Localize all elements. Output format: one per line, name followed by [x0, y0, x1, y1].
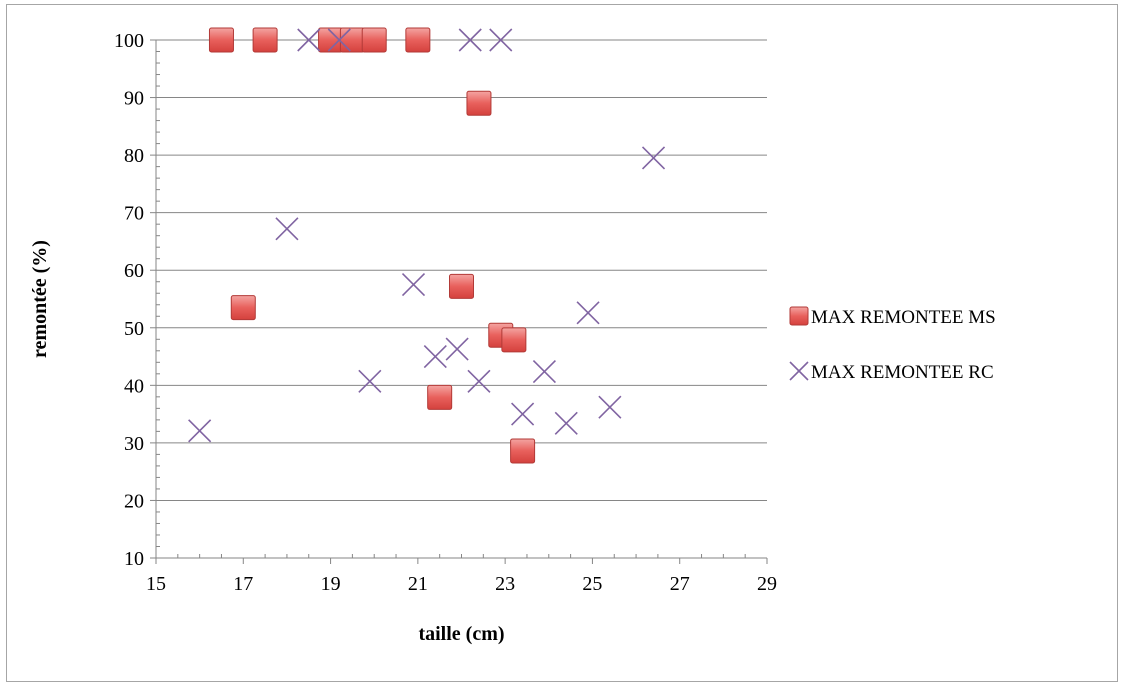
- rc-point: [598, 395, 622, 419]
- y-tick-label: 10: [124, 548, 144, 570]
- x-tick-label: 17: [233, 573, 253, 595]
- y-tick-label: 80: [124, 145, 144, 167]
- x-marker-stroke: [576, 301, 600, 325]
- ms-point: [208, 27, 234, 53]
- rc-point: [275, 217, 299, 241]
- rc-point: [467, 369, 491, 393]
- legend-label: MAX REMONTEE MS: [811, 307, 996, 328]
- ms-point: [405, 27, 431, 53]
- y-tick-label: 70: [124, 203, 144, 225]
- rc-point: [576, 301, 600, 325]
- rc-point: [532, 359, 556, 384]
- x-marker-stroke: [445, 337, 469, 361]
- ms-point: [427, 384, 453, 410]
- ms-point: [339, 27, 365, 53]
- ms-point: [466, 90, 492, 116]
- y-axis-title: remontée (%): [29, 240, 51, 358]
- rc-point: [458, 28, 482, 52]
- series-1: [208, 27, 536, 464]
- x-marker-stroke: [401, 273, 426, 297]
- x-tick-label: 27: [670, 573, 690, 595]
- ms-point: [449, 273, 474, 299]
- rc-point: [641, 146, 666, 170]
- ms-point: [510, 438, 536, 464]
- x-marker-stroke: [598, 395, 622, 419]
- x-marker-stroke: [458, 28, 482, 52]
- x-marker-stroke: [297, 28, 321, 52]
- x-marker-stroke: [327, 28, 351, 52]
- x-tick-label: 15: [146, 573, 166, 595]
- y-tick-label: 100: [114, 30, 144, 52]
- x-marker-stroke: [275, 217, 299, 241]
- ms-point: [252, 27, 278, 53]
- legend: MAX REMONTEE MS MAX REMONTEE RC: [789, 306, 996, 383]
- rc-point: [297, 28, 321, 52]
- rc-point: [489, 28, 513, 52]
- rc-point: [554, 411, 578, 435]
- ms-point: [361, 27, 387, 53]
- rc-point: [401, 273, 426, 297]
- rc-point: [511, 402, 535, 426]
- x-marker-stroke: [423, 344, 447, 369]
- x-marker-stroke: [489, 28, 513, 52]
- ms-point: [501, 327, 527, 353]
- legend-swatch-x: [789, 361, 809, 381]
- x-tick-label: 23: [495, 573, 515, 595]
- x-marker-stroke: [641, 146, 666, 170]
- x-marker-stroke: [554, 411, 578, 435]
- ms-point: [230, 295, 256, 321]
- x-tick-label: 21: [408, 573, 428, 595]
- legend-swatch-square: [789, 306, 809, 326]
- x-marker-stroke: [358, 369, 382, 393]
- x-marker-stroke: [511, 402, 535, 426]
- x-axis-title: taille (cm): [418, 623, 504, 645]
- y-tick-label: 30: [124, 433, 144, 455]
- y-tick-label: 40: [124, 375, 144, 397]
- rc-point: [423, 344, 447, 369]
- x-tick-label: 19: [321, 573, 341, 595]
- rc-point: [445, 337, 469, 361]
- y-tick-label: 20: [124, 490, 144, 512]
- y-tick-label: 50: [124, 318, 144, 340]
- x-marker-stroke: [532, 359, 556, 384]
- x-marker-stroke: [467, 369, 491, 393]
- x-marker-stroke: [188, 419, 212, 443]
- legend-label: MAX REMONTEE RC: [811, 362, 994, 383]
- chart-frame: [6, 4, 1118, 682]
- series-2: [188, 28, 666, 443]
- y-tick-label: 90: [124, 88, 144, 110]
- y-tick-label: 60: [124, 260, 144, 282]
- rc-point: [327, 28, 351, 52]
- rc-point: [358, 369, 382, 393]
- x-tick-label: 29: [757, 573, 777, 595]
- x-tick-label: 25: [582, 573, 602, 595]
- rc-point: [188, 419, 212, 443]
